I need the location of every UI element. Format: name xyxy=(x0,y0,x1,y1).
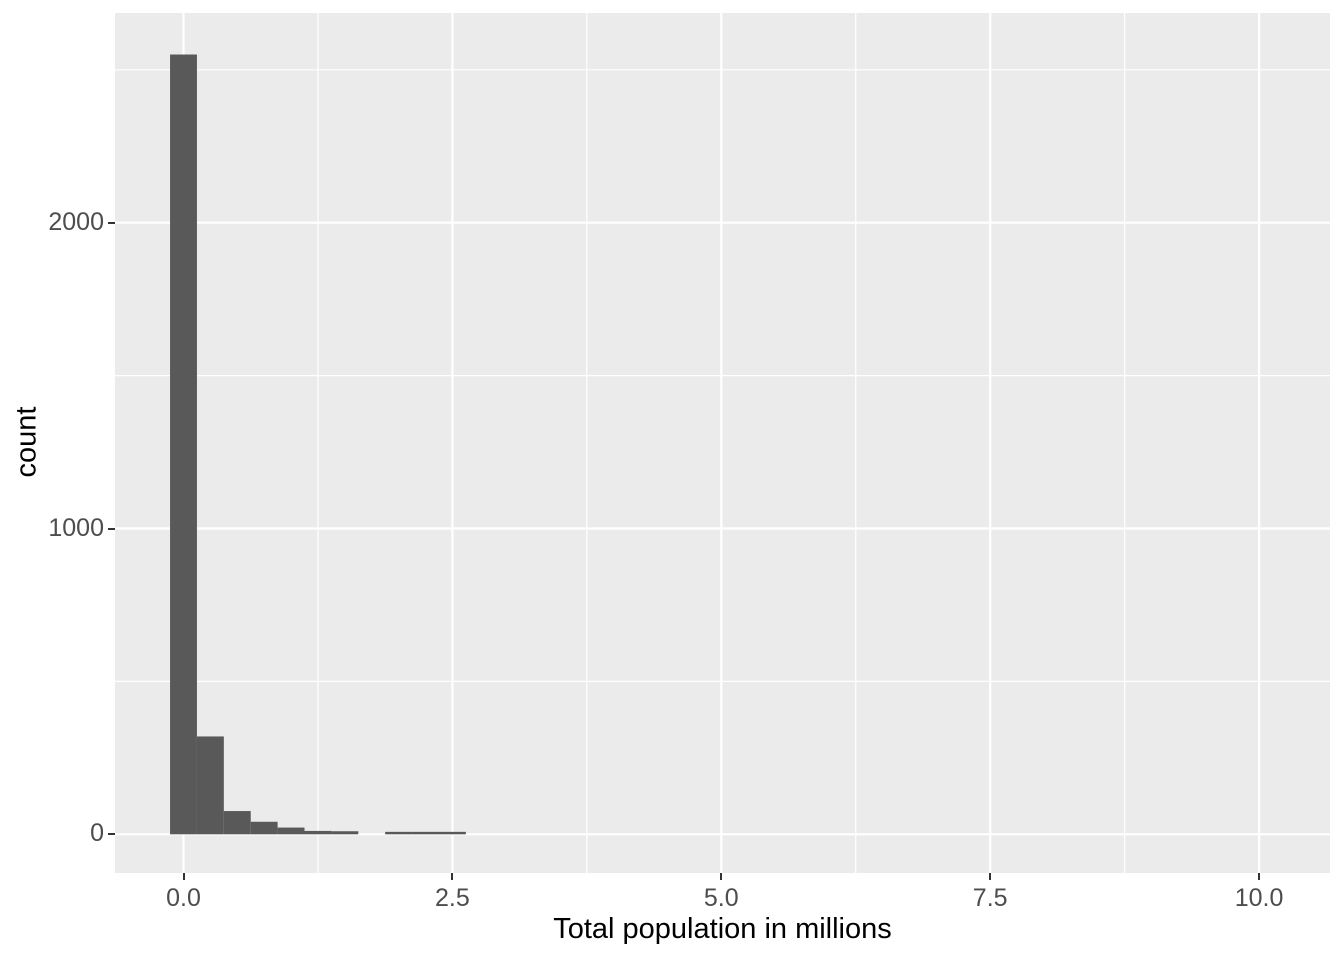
histogram-bar xyxy=(331,831,359,835)
histogram-plot-svg xyxy=(115,13,1330,873)
x-axis-tick-label: 5.0 xyxy=(703,884,739,912)
x-axis-tick-label: 10.0 xyxy=(1234,884,1284,912)
x-axis-tick-label: 2.5 xyxy=(435,884,470,912)
y-axis-tick-mark xyxy=(108,527,115,530)
y-axis-tick-label: 0 xyxy=(90,819,104,848)
y-axis-tick-label: 2000 xyxy=(48,207,104,236)
histogram-bar xyxy=(304,830,332,835)
histogram-bar xyxy=(170,54,197,835)
histogram-bar xyxy=(385,831,413,835)
y-axis-tick-mark xyxy=(108,221,115,224)
x-axis-tick-mark xyxy=(451,873,454,880)
histogram-bar xyxy=(223,811,251,835)
x-axis-tick-mark xyxy=(720,873,723,880)
histogram-bar xyxy=(250,821,278,835)
x-axis-tick-mark xyxy=(182,873,185,880)
x-axis-tick-label: 0.0 xyxy=(166,884,201,912)
y-axis-tick-label: 1000 xyxy=(48,513,104,542)
y-axis-title: count xyxy=(10,406,43,478)
x-axis-tick-label: 7.5 xyxy=(972,884,1008,912)
y-axis-tick-mark xyxy=(108,833,115,836)
plot-panel xyxy=(115,13,1330,873)
x-axis-title: Total population in millions xyxy=(553,913,892,945)
x-axis-tick-mark xyxy=(1258,873,1261,880)
histogram-bar xyxy=(412,831,439,835)
x-axis-tick-mark xyxy=(989,873,992,880)
histogram-bar xyxy=(196,736,224,835)
histogram-bar xyxy=(438,831,466,835)
histogram-bar xyxy=(277,827,305,835)
